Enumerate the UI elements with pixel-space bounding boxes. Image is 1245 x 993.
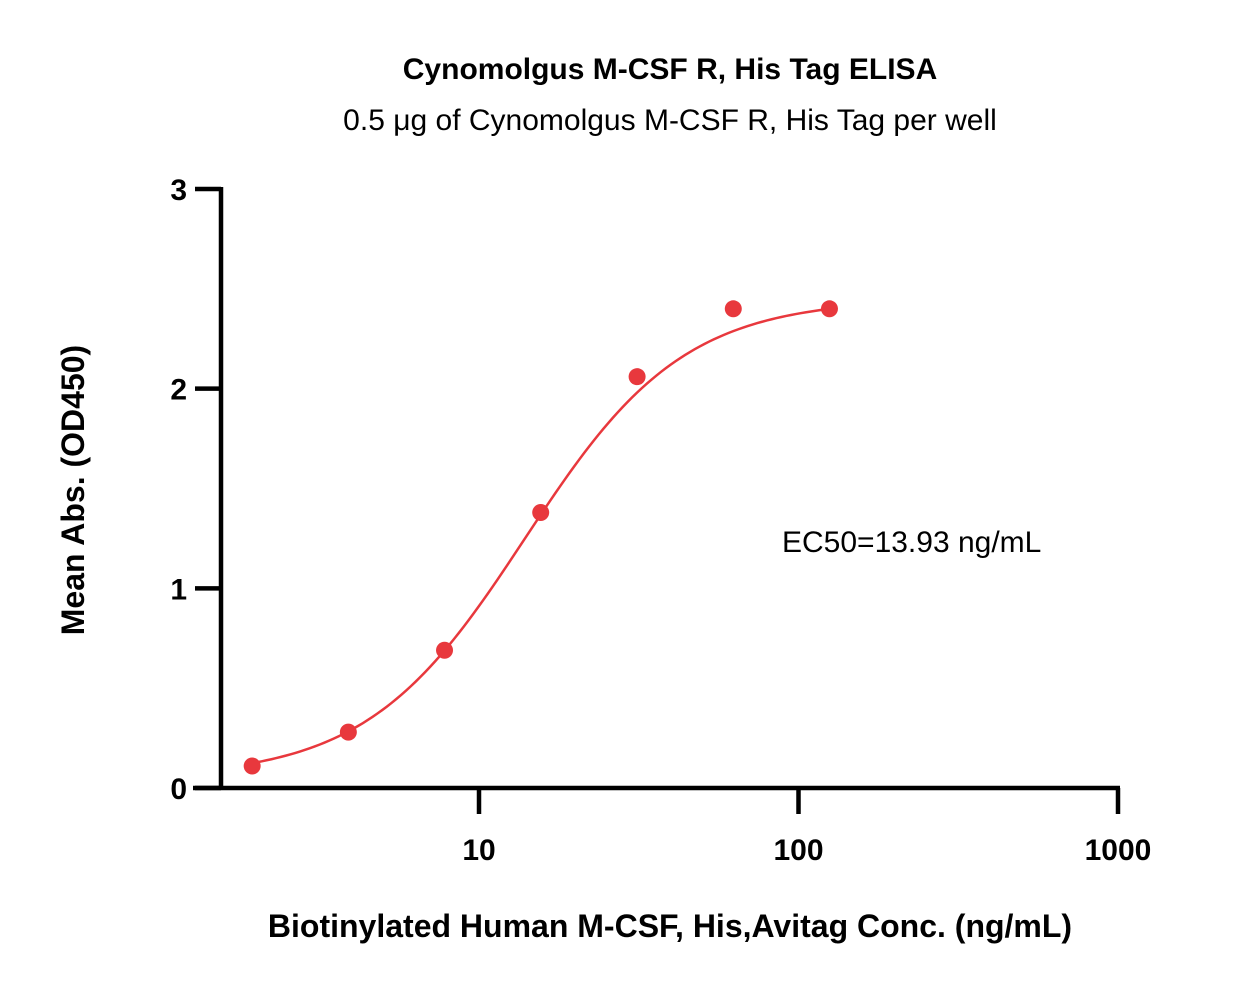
x-axis-label: Biotinylated Human M-CSF, His,Avitag Con… [268,908,1072,944]
x-tick-label: 100 [773,834,823,867]
ec50-annotation: EC50=13.93 ng/mL [782,526,1041,559]
x-axis: 10 100 1000 [193,785,1152,867]
x-tick-label: 10 [462,834,495,867]
data-point [436,641,454,659]
fit-curve [251,307,830,765]
data-point [820,300,838,318]
chart-subtitle: 0.5 μg of Cynomolgus M-CSF R, His Tag pe… [343,104,997,137]
x-tick-label: 1000 [1085,834,1152,867]
y-axis-label: Mean Abs. (OD450) [55,345,91,635]
data-point [339,723,357,741]
y-tick-label: 3 [170,174,187,207]
y-tick-label: 2 [170,374,187,407]
data-point [532,503,550,521]
y-axis: 0 1 2 3 [170,174,224,806]
y-tick-label: 1 [170,573,187,606]
fit-curve-layer [251,307,830,765]
data-point [724,300,742,318]
chart-title: Cynomolgus M-CSF R, His Tag ELISA [403,53,937,86]
y-tick-label: 0 [170,773,187,806]
data-point [628,368,646,386]
data-points-layer [243,300,838,775]
data-point [243,757,261,775]
